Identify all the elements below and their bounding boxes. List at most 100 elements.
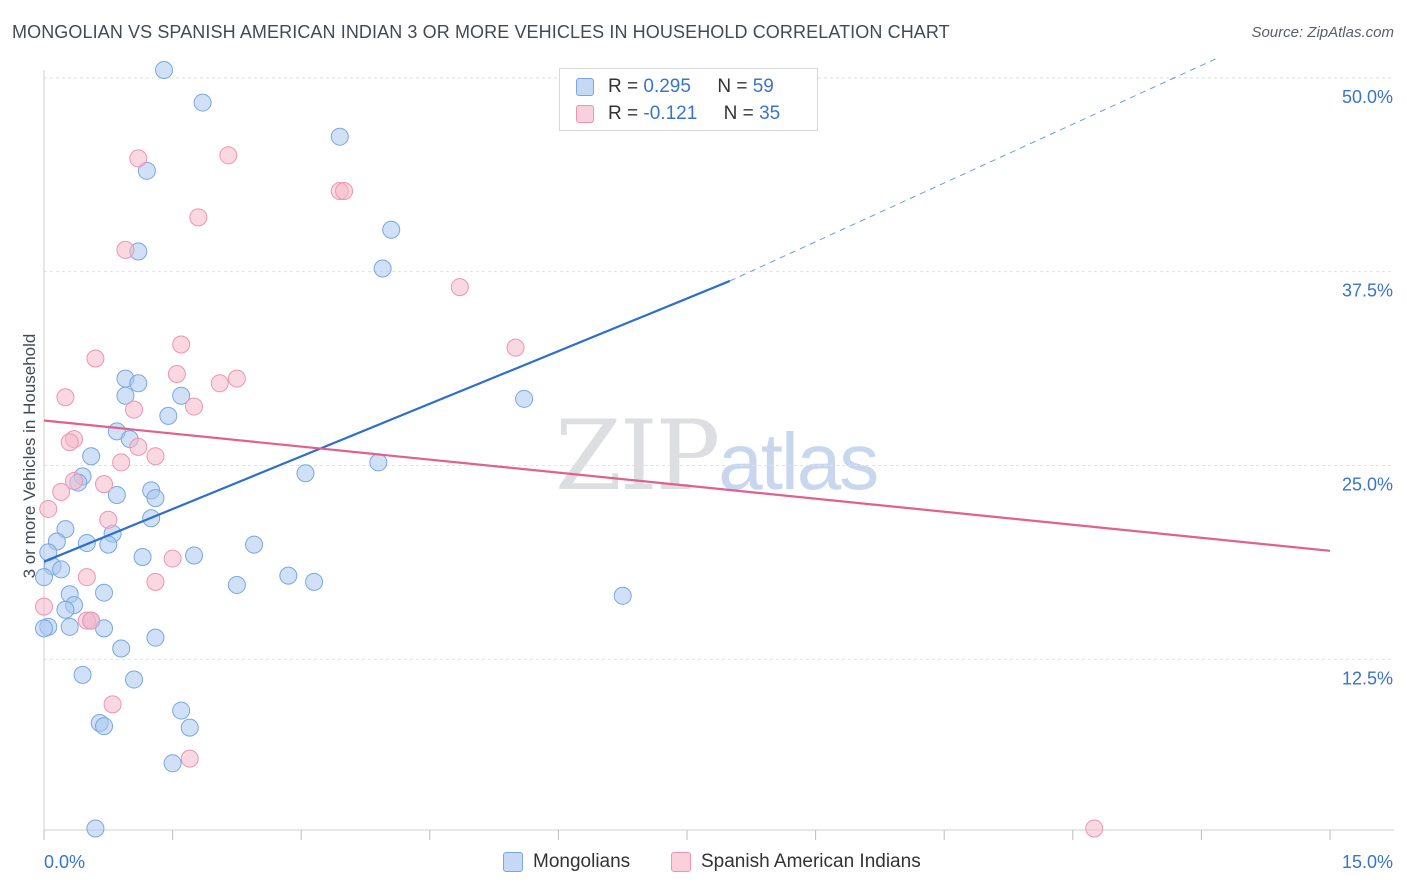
point-mongolian [180, 718, 199, 737]
trend-extension-mongolians [729, 57, 1219, 282]
y-tick-label: 37.5% [1342, 281, 1393, 301]
point-spanish-american-indian [1085, 819, 1104, 838]
point-mongolian [369, 453, 388, 472]
point-spanish-american-indian [335, 181, 354, 200]
point-mongolian [35, 619, 53, 638]
legend-swatch-mongolians [576, 78, 594, 96]
point-mongolian [159, 406, 178, 425]
point-mongolian [35, 568, 53, 587]
point-mongolian [60, 617, 79, 636]
point-mongolian [112, 639, 131, 658]
tick-labels: 12.5% 25.0% 37.5% 50.0% 0.0% 15.0% [44, 87, 1393, 872]
point-spanish-american-indian [116, 240, 135, 259]
point-spanish-american-indian [86, 349, 105, 368]
point-spanish-american-indian [146, 447, 165, 466]
point-spanish-american-indian [210, 374, 229, 393]
grid-lines [44, 77, 1394, 660]
legend-r-label: R = [608, 103, 639, 124]
point-spanish-american-indian [146, 572, 165, 591]
y-axis-label: 3 or more Vehicles in Household [20, 333, 39, 579]
point-spanish-american-indian [227, 369, 246, 388]
point-mongolian [330, 127, 349, 146]
legend-label-mongolians: Mongolians [533, 851, 631, 872]
legend-r-label: R = [608, 76, 639, 97]
point-mongolian [107, 485, 126, 504]
point-mongolian [373, 259, 392, 278]
point-spanish-american-indian [185, 397, 204, 416]
point-mongolian [382, 220, 401, 239]
y-tick-label: 25.0% [1342, 475, 1393, 495]
point-spanish-american-indian [82, 611, 101, 630]
point-spanish-american-indian [129, 149, 148, 168]
x-tick-label: 0.0% [44, 852, 85, 872]
point-spanish-american-indian [65, 472, 84, 491]
point-spanish-american-indian [219, 146, 238, 165]
trend-line-mongolians [43, 279, 731, 563]
point-spanish-american-indian [189, 208, 208, 227]
trend-line-spanish-american-indians [43, 419, 1331, 552]
point-mongolian [129, 374, 148, 393]
point-spanish-american-indian [125, 400, 144, 419]
point-mongolian [52, 560, 71, 579]
point-mongolian [193, 93, 212, 112]
point-spanish-american-indian [112, 453, 131, 472]
point-mongolian [56, 520, 75, 539]
point-mongolian [137, 161, 156, 180]
point-spanish-american-indian [39, 499, 58, 518]
point-mongolian [296, 464, 315, 483]
point-mongolian [86, 819, 105, 838]
point-mongolian [155, 61, 174, 79]
watermark: ZIPatlas [555, 400, 879, 512]
point-spanish-american-indian [129, 437, 148, 456]
point-mongolian [185, 546, 204, 565]
point-spanish-american-indian [99, 510, 118, 529]
legend-n-value: 59 [752, 76, 774, 97]
point-mongolian [172, 701, 191, 720]
chart-title: MONGOLIAN VS SPANISH AMERICAN INDIAN 3 O… [12, 22, 950, 42]
point-mongolian [305, 572, 324, 591]
point-mongolian [146, 628, 165, 647]
point-mongolian [227, 575, 246, 594]
axes [43, 70, 1394, 840]
point-mongolian [515, 389, 534, 408]
legend-r-value: 0.295 [643, 76, 691, 97]
point-mongolian [116, 386, 135, 405]
legend-label-spanish-american-indians: Spanish American Indians [701, 851, 921, 872]
stats-legend: R = 0.295 N = 59 R = -0.121 N = 35 [559, 68, 818, 131]
point-mongolian [82, 447, 101, 466]
watermark-zip: ZIP [555, 400, 720, 512]
point-mongolian [73, 665, 92, 684]
legend-row-spanish-american-indians: R = -0.121 N = 35 [576, 102, 781, 126]
legend-item-spanish-american-indians: Spanish American Indians [671, 851, 921, 873]
point-spanish-american-indian [35, 597, 53, 616]
point-spanish-american-indian [77, 568, 96, 587]
legend-n-value: 35 [759, 103, 781, 124]
point-mongolian [95, 717, 114, 736]
y-tick-label: 12.5% [1342, 668, 1393, 688]
source-label: Source: ZipAtlas.com [1251, 24, 1394, 41]
point-spanish-american-indian [103, 695, 122, 714]
point-mongolian [279, 566, 298, 585]
point-mongolian [133, 548, 152, 567]
legend-swatch-mongolians [503, 852, 523, 872]
point-mongolian [172, 386, 191, 405]
point-spanish-american-indian [506, 338, 525, 357]
point-spanish-american-indian [180, 749, 199, 768]
point-mongolian [146, 489, 165, 508]
point-mongolian [613, 586, 632, 605]
point-spanish-american-indian [450, 278, 469, 297]
legend-r-value: -0.121 [643, 103, 698, 124]
point-mongolian [125, 670, 144, 689]
x-tick-label: 15.0% [1342, 852, 1393, 872]
point-spanish-american-indian [56, 388, 75, 407]
trend-lines [43, 57, 1331, 563]
legend-swatch-spanish-american-indians [671, 852, 691, 872]
point-spanish-american-indian [95, 475, 114, 494]
point-spanish-american-indian [60, 433, 79, 452]
series-legend: Mongolians Spanish American Indians [0, 851, 1406, 877]
point-mongolian [95, 583, 114, 602]
point-spanish-american-indian [163, 549, 182, 568]
legend-row-mongolians: R = 0.295 N = 59 [576, 75, 774, 99]
y-tick-label: 50.0% [1342, 87, 1393, 107]
